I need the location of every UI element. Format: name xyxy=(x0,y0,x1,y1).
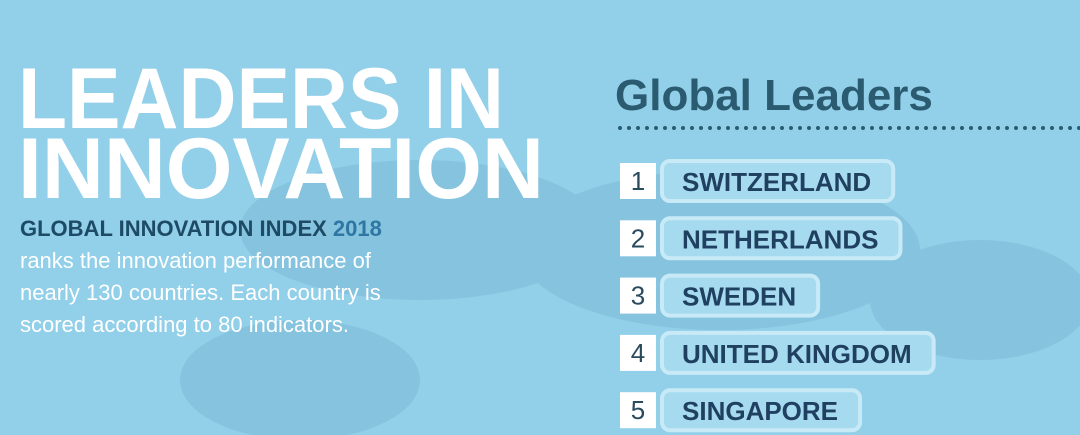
country: SWEDEN xyxy=(682,282,796,312)
headline: LEADERS IN xyxy=(18,51,504,147)
country: SINGAPORE xyxy=(682,396,838,426)
rank: 5 xyxy=(631,395,645,425)
rank: 1 xyxy=(631,166,645,196)
rank: 3 xyxy=(631,281,645,311)
country-pill xyxy=(660,330,936,375)
index-year: 2018 xyxy=(333,216,382,241)
headline: INNOVATION xyxy=(18,121,544,217)
rank-box xyxy=(620,163,656,199)
country: SWITZERLAND xyxy=(682,167,871,197)
leaders-title: Global Leaders xyxy=(615,71,933,120)
country-pill xyxy=(660,273,821,318)
country: UNITED KINGDOM xyxy=(682,339,912,369)
rank-box xyxy=(620,392,656,429)
rank-box xyxy=(620,277,656,314)
rank-box xyxy=(620,334,656,371)
country-pill xyxy=(660,388,863,433)
country-pill xyxy=(660,216,903,261)
rank: 2 xyxy=(631,223,645,253)
description: ranks the innovation performance of xyxy=(20,248,372,273)
index-name: GLOBAL INNOVATION INDEX xyxy=(20,216,327,241)
country-pill xyxy=(660,159,896,203)
description: nearly 130 countries. Each country is xyxy=(20,280,381,305)
country: NETHERLANDS xyxy=(682,224,878,254)
rank-box xyxy=(620,220,656,257)
subtitle: GLOBAL INNOVATION INDEX 2018 xyxy=(20,216,382,241)
rank: 4 xyxy=(631,338,645,368)
description: scored according to 80 indicators. xyxy=(20,312,349,337)
leader-list: 1 SWITZERLAND 2 NETHERLANDS 3 SWEDEN 4 UNITED K… xyxy=(620,159,936,433)
